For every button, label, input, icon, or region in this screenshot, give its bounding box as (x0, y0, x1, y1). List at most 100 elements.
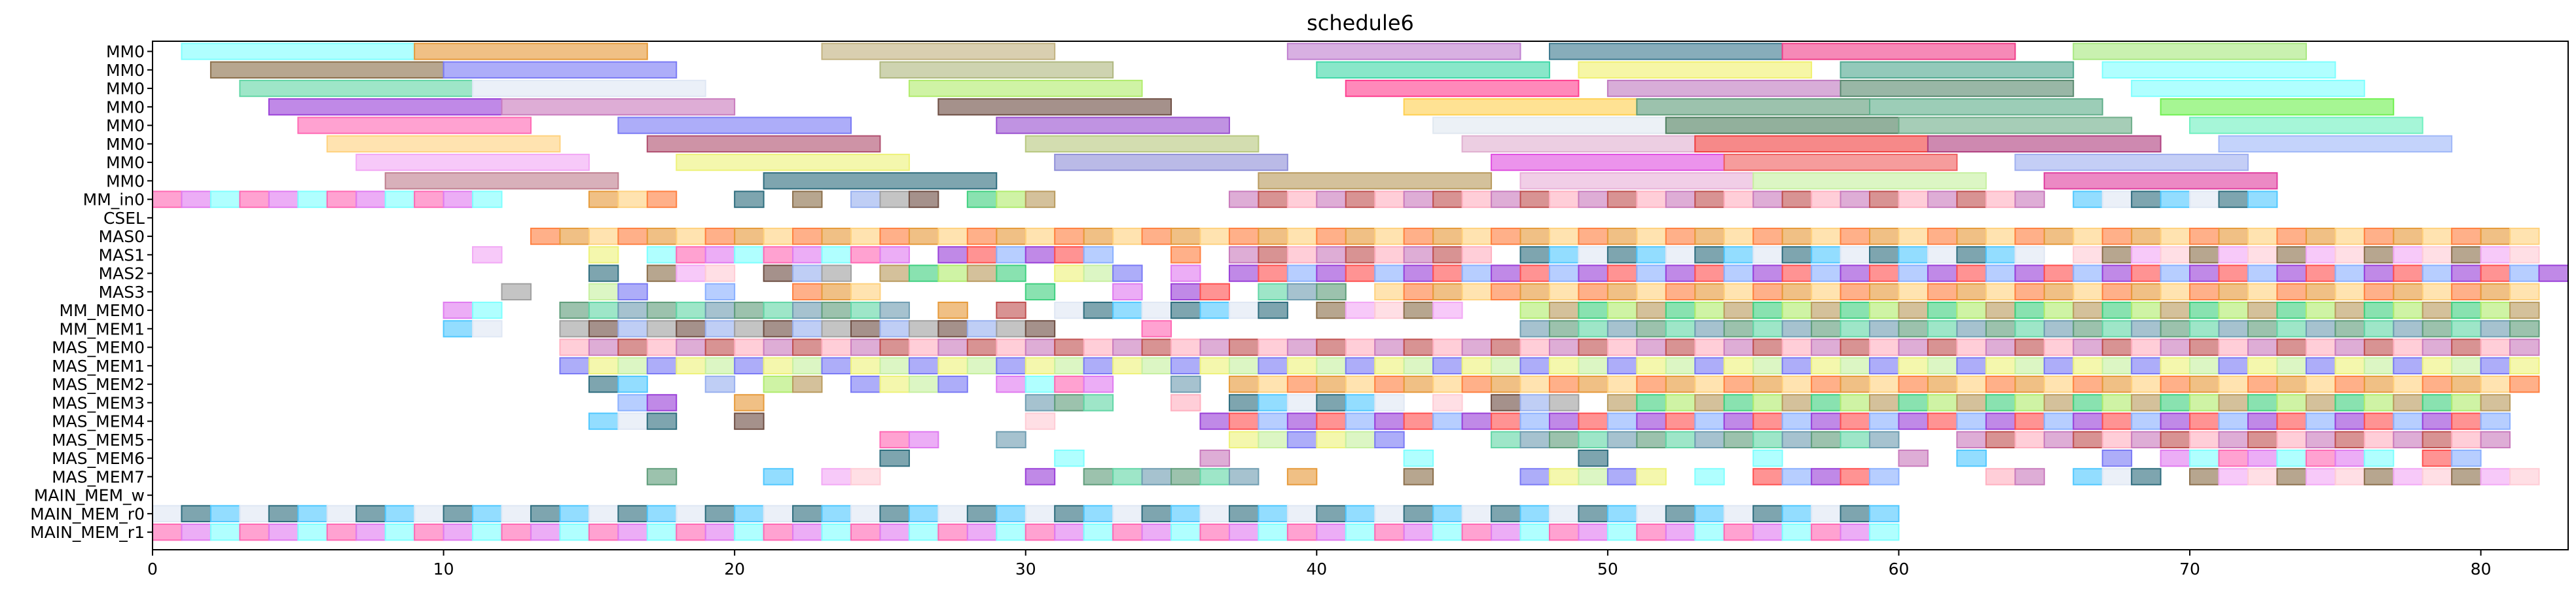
task-cell (2305, 301, 2336, 319)
task-cell (1781, 264, 1813, 282)
task-cell (1606, 246, 1638, 264)
task-bar (1781, 43, 2016, 60)
task-cell (1723, 227, 1754, 245)
task-cell (996, 320, 1026, 338)
task-cell (1228, 357, 1260, 375)
task-cell (1811, 375, 1841, 393)
task-cell (1752, 412, 1783, 430)
task-cell (1519, 357, 1550, 375)
task-cell (2422, 394, 2453, 412)
row-label: MM_MEM0 (60, 301, 145, 320)
task-cell (2101, 412, 2133, 430)
task-cell (1811, 301, 1841, 319)
task-cell (1286, 227, 1318, 245)
task-cell (1258, 338, 1288, 356)
task-cell (1286, 357, 1318, 375)
task-cell (1286, 431, 1318, 449)
task-cell (908, 524, 939, 541)
task-cell (2189, 412, 2220, 430)
task-cell (850, 468, 881, 486)
task-cell (1054, 524, 1085, 541)
task-cell (1578, 412, 1608, 430)
task-cell (676, 320, 706, 338)
task-cell (1548, 357, 1580, 375)
task-cell (1519, 505, 1550, 523)
task-cell (1083, 394, 1114, 412)
task-cell (181, 524, 211, 541)
x-tick-label: 60 (1889, 560, 1910, 579)
task-cell (1083, 246, 1114, 264)
task-cell (2014, 338, 2045, 356)
task-cell (1694, 431, 1725, 449)
task-cell (1869, 301, 1900, 319)
task-cell (2422, 468, 2453, 486)
task-cell (2334, 357, 2365, 375)
task-cell (2247, 412, 2278, 430)
task-cell (501, 524, 532, 541)
task-cell (646, 320, 678, 338)
task-cell (268, 524, 299, 541)
task-cell (1840, 412, 1871, 430)
task-cell (2393, 412, 2423, 430)
task-cell (704, 338, 736, 356)
task-cell (1345, 301, 1376, 319)
task-cell (2131, 394, 2162, 412)
task-cell (2189, 246, 2220, 264)
task-cell (996, 190, 1026, 208)
task-cell (2509, 375, 2540, 393)
task-cell (1054, 449, 1085, 467)
task-cell (763, 227, 794, 245)
task-cell (617, 412, 648, 430)
task-cell (1258, 301, 1288, 319)
task-cell (1170, 227, 1201, 245)
task-cell (1491, 394, 1521, 412)
task-cell (937, 227, 968, 245)
task-cell (2276, 449, 2307, 467)
task-cell (1112, 227, 1143, 245)
task-cell (1781, 431, 1813, 449)
task-cell (2363, 283, 2395, 300)
task-cell (850, 190, 881, 208)
task-cell (1781, 227, 1813, 245)
task-cell (908, 338, 939, 356)
task-cell (763, 246, 794, 264)
task-cell (1606, 301, 1638, 319)
task-cell (1548, 301, 1580, 319)
task-cell (821, 227, 852, 245)
task-cell (1781, 412, 1813, 430)
task-bar (676, 153, 910, 171)
task-cell (1286, 283, 1318, 300)
task-cell (2160, 357, 2191, 375)
task-cell (1578, 283, 1608, 300)
task-cell (1461, 524, 1493, 541)
task-cell (1781, 320, 1813, 338)
task-cell (588, 246, 619, 264)
task-cell (2189, 264, 2220, 282)
task-cell (2393, 357, 2423, 375)
task-cell (1752, 227, 1783, 245)
task-bar (1519, 172, 1754, 190)
task-bar (2014, 153, 2249, 171)
task-cell (2101, 375, 2133, 393)
task-cell (1258, 246, 1288, 264)
task-cell (2276, 338, 2307, 356)
task-cell (2509, 246, 2540, 264)
task-cell (1228, 246, 1260, 264)
task-cell (1228, 524, 1260, 541)
task-cell (2131, 338, 2162, 356)
task-cell (152, 190, 183, 208)
task-cell (1258, 505, 1288, 523)
task-cell (850, 301, 881, 319)
task-cell (1083, 505, 1114, 523)
task-cell (1665, 320, 1696, 338)
task-cell (1025, 190, 1056, 208)
task-cell (1403, 524, 1434, 541)
task-cell (443, 524, 474, 541)
task-cell (1840, 431, 1871, 449)
row-label: MAIN_MEM_r1 (30, 523, 145, 542)
task-cell (2480, 431, 2511, 449)
task-cell (1898, 264, 1929, 282)
task-bar (2160, 98, 2395, 116)
task-cell (2393, 375, 2423, 393)
task-cell (617, 357, 648, 375)
